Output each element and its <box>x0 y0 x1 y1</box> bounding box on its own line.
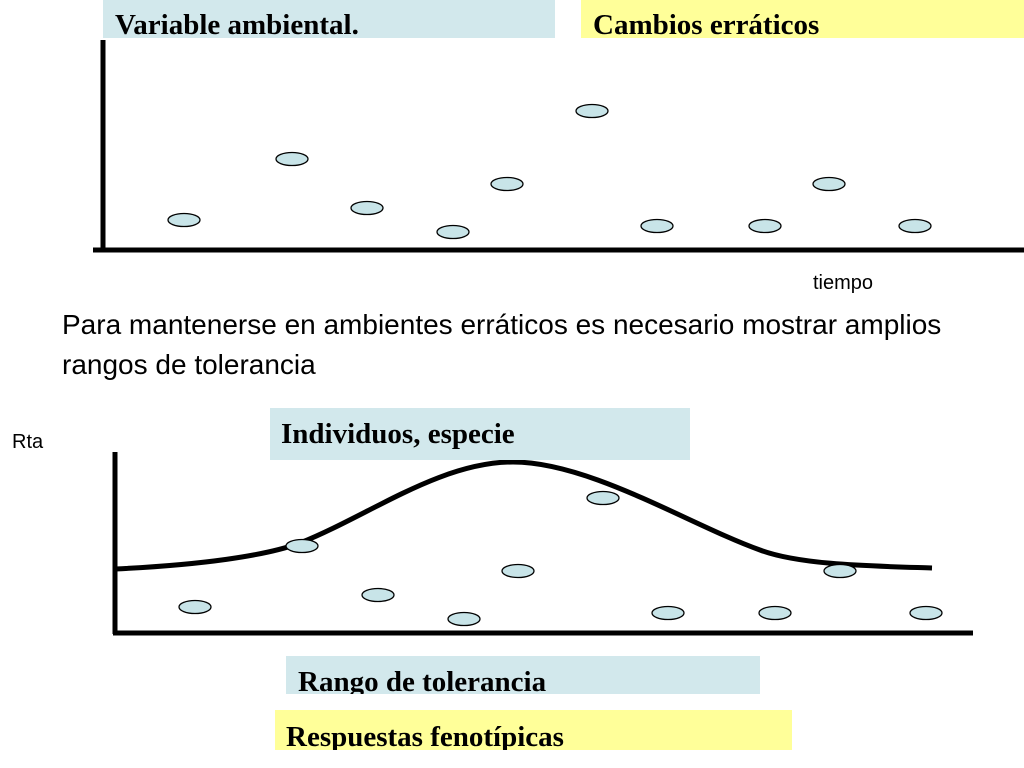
data-point <box>823 563 857 579</box>
data-point <box>640 218 674 234</box>
data-point <box>898 218 932 234</box>
y-axis-label-rta: Rta <box>12 431 44 453</box>
data-point <box>178 599 212 615</box>
data-point <box>651 605 685 621</box>
data-point <box>812 176 846 192</box>
explanation-text: Para mantenerse en ambientes erráticos e… <box>62 309 942 380</box>
top-data-points <box>167 103 932 240</box>
data-point <box>501 563 535 579</box>
data-point <box>361 587 395 603</box>
data-point <box>350 200 384 216</box>
x-axis-label-tiempo: tiempo <box>813 272 874 294</box>
variable-ambiental-label: Variable ambiental. <box>103 0 555 38</box>
rango-tolerancia-label: Rango de tolerancia <box>286 656 760 694</box>
bottom-data-points <box>178 490 943 627</box>
cambios-erraticos-label: Cambios erráticos <box>581 0 1024 38</box>
individuos-especie-label: Individuos, especie <box>270 408 690 460</box>
data-point <box>909 605 943 621</box>
data-point <box>575 103 609 119</box>
data-point <box>758 605 792 621</box>
data-point <box>285 538 319 554</box>
data-point <box>748 218 782 234</box>
data-point <box>586 490 620 506</box>
data-point <box>490 176 524 192</box>
data-point <box>436 224 470 240</box>
data-point <box>275 151 309 167</box>
data-point <box>447 611 481 627</box>
respuestas-fenotipicas-label: Respuestas fenotípicas <box>275 710 792 750</box>
tolerance-curve <box>114 459 933 572</box>
data-point <box>167 212 201 228</box>
